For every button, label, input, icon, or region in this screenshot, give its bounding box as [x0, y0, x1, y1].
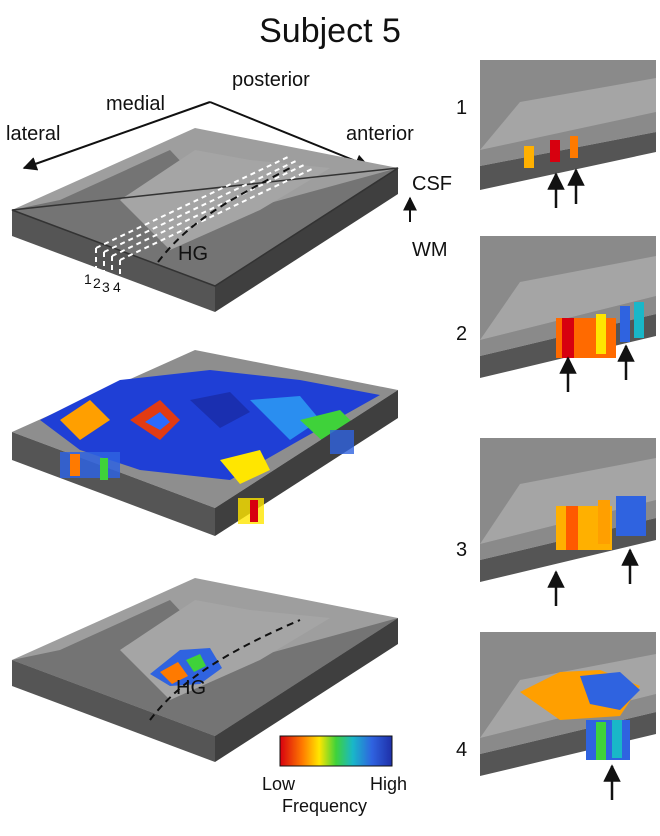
slice-panel-4: 4 [456, 632, 656, 800]
slice-lines [95, 155, 315, 284]
hg-dashed-line-bottom [149, 619, 301, 721]
slice-marker-4: 4 [113, 279, 121, 295]
colorbar-caption: Frequency [282, 796, 367, 816]
hg-label-bottom: HG [176, 677, 206, 699]
label-posterior: posterior [232, 69, 310, 91]
hg-label-top: HG [178, 243, 208, 265]
colorbar-low: Low [262, 774, 296, 794]
cortex-slab-bottom [12, 578, 398, 762]
label-anterior: anterior [346, 123, 414, 145]
orientation-legend: medial posterior lateral anterior [6, 69, 414, 171]
label-csf: CSF [412, 173, 452, 195]
colorbar: Low High Frequency [262, 735, 407, 816]
colorbar-high: High [370, 774, 407, 794]
label-medial: medial [106, 93, 165, 115]
slice-marker-3: 3 [102, 279, 110, 295]
label-wm: WM [412, 239, 448, 261]
hg-dashed-line-top [157, 167, 291, 263]
slice-panel-1: 1 [456, 60, 656, 208]
figure-title: Subject 5 [259, 12, 401, 50]
slice-panel-3: 3 [456, 438, 656, 606]
colorbar-gradient [279, 735, 393, 767]
slice-numbers: 1 2 3 4 [84, 271, 121, 295]
slice-panel-label-3: 3 [456, 539, 467, 561]
label-lateral: lateral [6, 123, 60, 145]
slice-panel-label-4: 4 [456, 739, 467, 761]
slice-marker-2: 2 [93, 275, 101, 291]
slice-panel-label-1: 1 [456, 97, 467, 119]
cortex-slab-middle [12, 350, 398, 536]
arrow-lateral [22, 101, 211, 171]
slice-marker-1: 1 [84, 271, 92, 287]
cortex-slab-top [11, 128, 399, 312]
slice-panel-2: 2 [456, 236, 656, 392]
arrow-anterior [209, 101, 370, 168]
depth-indicator: CSF WM [403, 173, 452, 261]
slice-panel-label-2: 2 [456, 323, 467, 345]
